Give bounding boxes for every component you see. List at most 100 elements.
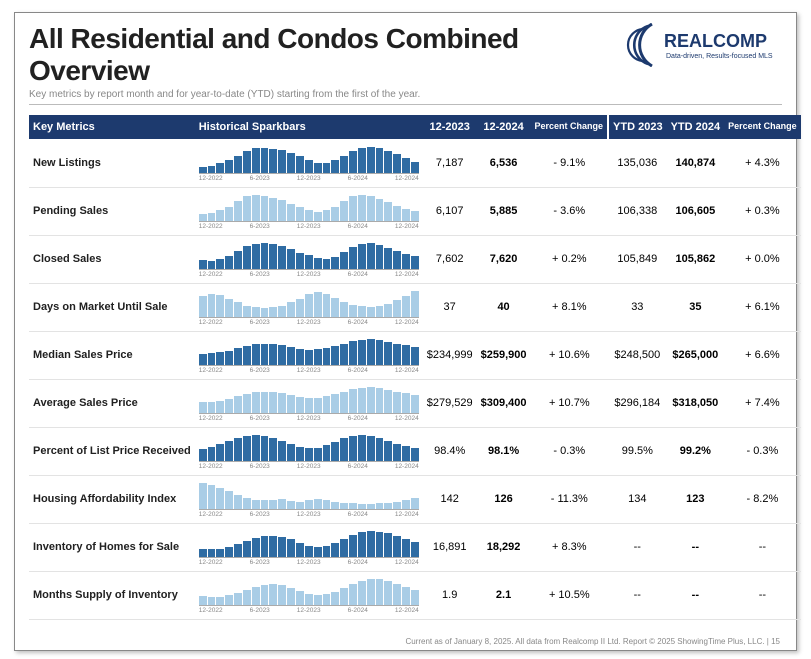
cell-pct: - 3.6% <box>531 187 609 235</box>
cell-y1: -- <box>608 571 667 619</box>
sparkbar: 12-20226-202312-20236-202412-2024 <box>199 338 419 374</box>
cell-m1: 98.4% <box>423 427 477 475</box>
cell-y1: 134 <box>608 475 667 523</box>
title-block: All Residential and Condos Combined Over… <box>29 23 622 100</box>
cell-y2: -- <box>667 571 725 619</box>
cell-pct: + 8.3% <box>531 523 609 571</box>
cell-y2: 106,605 <box>667 187 725 235</box>
table-row: Months Supply of Inventory 12-20226-2023… <box>29 571 801 619</box>
cell-pct: + 8.1% <box>531 283 609 331</box>
metric-name: Housing Affordability Index <box>33 493 176 505</box>
report-frame: All Residential and Condos Combined Over… <box>14 12 797 651</box>
metric-name: Percent of List Price Received <box>33 445 191 457</box>
col-month-2: 12-2024 <box>477 115 531 139</box>
metric-name: New Listings <box>33 157 101 169</box>
cell-ypct: -- <box>724 523 801 571</box>
sparkbar: 12-20226-202312-20236-202412-2024 <box>199 386 419 422</box>
page-subtitle: Key metrics by report month and for year… <box>29 89 622 100</box>
cell-pct: + 0.2% <box>531 235 609 283</box>
cell-y2: 140,874 <box>667 139 725 187</box>
cell-pct: + 10.5% <box>531 571 609 619</box>
cell-m2: 7,620 <box>477 235 531 283</box>
cell-pct: - 9.1% <box>531 139 609 187</box>
col-pct: Percent Change <box>531 115 609 139</box>
cell-m1: 37 <box>423 283 477 331</box>
cell-m1: 7,602 <box>423 235 477 283</box>
col-month-1: 12-2023 <box>423 115 477 139</box>
cell-y1: 106,338 <box>608 187 667 235</box>
cell-pct: - 11.3% <box>531 475 609 523</box>
cell-m2: 18,292 <box>477 523 531 571</box>
sparkbar: 12-20226-202312-20236-202412-2024 <box>199 530 419 566</box>
cell-ypct: + 6.6% <box>724 331 801 379</box>
table-body: New Listings 12-20226-202312-20236-20241… <box>29 139 801 619</box>
cell-m2: 2.1 <box>477 571 531 619</box>
col-metrics: Key Metrics <box>29 115 195 139</box>
sparkbar: 12-20226-202312-20236-202412-2024 <box>199 290 419 326</box>
cell-y2: -- <box>667 523 725 571</box>
table-row: Median Sales Price 12-20226-202312-20236… <box>29 331 801 379</box>
metric-name: Median Sales Price <box>33 349 133 361</box>
cell-y1: 135,036 <box>608 139 667 187</box>
cell-y2: $265,000 <box>667 331 725 379</box>
cell-y2: $318,050 <box>667 379 725 427</box>
cell-y1: -- <box>608 523 667 571</box>
metric-name: Days on Market Until Sale <box>33 301 168 313</box>
cell-pct: - 0.3% <box>531 427 609 475</box>
cell-y1: 99.5% <box>608 427 667 475</box>
cell-ypct: + 7.4% <box>724 379 801 427</box>
cell-m1: $234,999 <box>423 331 477 379</box>
cell-pct: + 10.6% <box>531 331 609 379</box>
cell-y1: 33 <box>608 283 667 331</box>
cell-pct: + 10.7% <box>531 379 609 427</box>
metric-name: Months Supply of Inventory <box>33 589 178 601</box>
cell-ypct: + 0.3% <box>724 187 801 235</box>
cell-m2: $309,400 <box>477 379 531 427</box>
sparkbar: 12-20226-202312-20236-202412-2024 <box>199 434 419 470</box>
cell-y1: 105,849 <box>608 235 667 283</box>
cell-m2: $259,900 <box>477 331 531 379</box>
cell-m1: 6,107 <box>423 187 477 235</box>
metric-name: Inventory of Homes for Sale <box>33 541 179 553</box>
metrics-table: Key Metrics Historical Sparkbars 12-2023… <box>29 115 801 620</box>
col-ytd-1: YTD 2023 <box>608 115 667 139</box>
cell-y2: 99.2% <box>667 427 725 475</box>
cell-m2: 98.1% <box>477 427 531 475</box>
sparkbar: 12-20226-202312-20236-202412-2024 <box>199 146 419 182</box>
cell-m1: 7,187 <box>423 139 477 187</box>
metric-name: Pending Sales <box>33 205 108 217</box>
cell-y2: 123 <box>667 475 725 523</box>
sparkbar: 12-20226-202312-20236-202412-2024 <box>199 242 419 278</box>
table-header: Key Metrics Historical Sparkbars 12-2023… <box>29 115 801 139</box>
cell-y1: $296,184 <box>608 379 667 427</box>
cell-m2: 6,536 <box>477 139 531 187</box>
table-row: Inventory of Homes for Sale 12-20226-202… <box>29 523 801 571</box>
cell-ypct: + 0.0% <box>724 235 801 283</box>
footer-text: Current as of January 8, 2025. All data … <box>405 637 780 646</box>
table-row: Average Sales Price 12-20226-202312-2023… <box>29 379 801 427</box>
col-spark: Historical Sparkbars <box>195 115 423 139</box>
table-row: Pending Sales 12-20226-202312-20236-2024… <box>29 187 801 235</box>
col-ytd-2: YTD 2024 <box>667 115 725 139</box>
table-row: Housing Affordability Index 12-20226-202… <box>29 475 801 523</box>
cell-m2: 126 <box>477 475 531 523</box>
cell-ypct: - 0.3% <box>724 427 801 475</box>
cell-m2: 5,885 <box>477 187 531 235</box>
cell-m1: $279,529 <box>423 379 477 427</box>
cell-m1: 16,891 <box>423 523 477 571</box>
metric-name: Average Sales Price <box>33 397 138 409</box>
cell-ypct: - 8.2% <box>724 475 801 523</box>
table-row: New Listings 12-20226-202312-20236-20241… <box>29 139 801 187</box>
table-row: Days on Market Until Sale 12-20226-20231… <box>29 283 801 331</box>
cell-y1: $248,500 <box>608 331 667 379</box>
sparkbar: 12-20226-202312-20236-202412-2024 <box>199 482 419 518</box>
cell-ypct: + 4.3% <box>724 139 801 187</box>
cell-ypct: + 6.1% <box>724 283 801 331</box>
cell-m2: 40 <box>477 283 531 331</box>
col-ytd-pct: Percent Change <box>724 115 801 139</box>
sparkbar: 12-20226-202312-20236-202412-2024 <box>199 578 419 614</box>
table-row: Percent of List Price Received 12-20226-… <box>29 427 801 475</box>
svg-text:REALCOMP: REALCOMP <box>664 31 767 51</box>
cell-m1: 1.9 <box>423 571 477 619</box>
svg-text:Data-driven, Results-focused M: Data-driven, Results-focused MLS <box>666 53 773 60</box>
